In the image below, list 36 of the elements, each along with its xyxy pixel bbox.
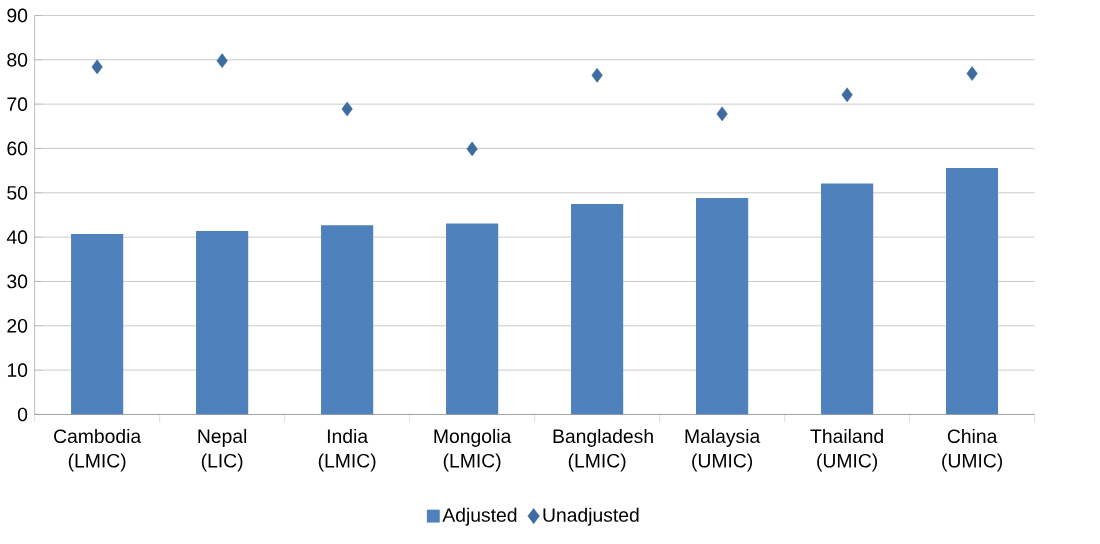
y-tick-label: 30 xyxy=(7,274,28,289)
y-tick-label: 40 xyxy=(6,230,28,244)
legend-label: Adjusted xyxy=(442,507,517,526)
y-tick-label: 20 xyxy=(7,318,28,333)
point xyxy=(591,67,603,83)
bar xyxy=(71,234,124,415)
bar xyxy=(821,183,874,415)
y-tick-label: 80 xyxy=(7,52,28,67)
x-tick-label: Nepal (LIC) xyxy=(198,428,247,472)
point xyxy=(466,141,478,157)
x-tick-label: Thailand (UMIC) xyxy=(810,428,883,472)
y-tick-label: 0 xyxy=(17,407,28,422)
bar xyxy=(946,168,999,415)
point xyxy=(841,87,853,103)
legend-label: Unadjusted xyxy=(543,507,639,526)
x-tick-label: China (UMIC) xyxy=(942,428,1003,472)
x-tick-label: India (LMIC) xyxy=(318,428,376,472)
x-tick-label: Mongolia (LMIC) xyxy=(434,428,512,472)
y-tick-label: 10 xyxy=(7,363,28,377)
x-tick-label: Cambodia (LMIC) xyxy=(54,428,142,472)
point xyxy=(716,106,728,122)
bar xyxy=(196,230,249,415)
point xyxy=(341,101,353,117)
y-tick-label: 70 xyxy=(7,97,28,111)
x-tick-label: Bangladesh (LMIC) xyxy=(553,428,653,472)
y-tick-label: 90 xyxy=(7,8,28,23)
bar xyxy=(696,198,749,415)
point xyxy=(966,66,978,81)
bar xyxy=(321,225,374,415)
bar xyxy=(446,223,499,415)
y-tick-label: 50 xyxy=(7,185,28,200)
point xyxy=(216,53,228,69)
y-tick-label: 60 xyxy=(7,141,28,156)
bar xyxy=(571,203,624,415)
x-tick-label: Malaysia (UMIC) xyxy=(685,428,761,472)
point xyxy=(91,59,103,75)
